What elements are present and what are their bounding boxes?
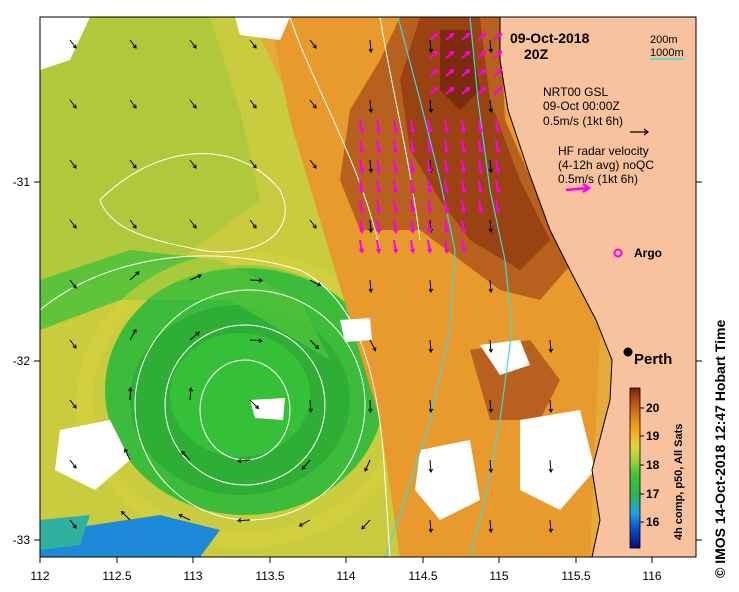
depth-legend-1000m: 1000m [650,47,684,59]
gsl-scale: 0.5m/s (1kt 6h) [543,114,623,128]
x-tick-label: 114.5 [408,569,437,583]
colorbar [629,387,641,549]
y-tick-label: -31 [13,175,31,189]
time-title: 20Z [524,46,549,62]
x-tick-label: 116 [642,569,661,583]
hf-subtitle: (4-12h avg) noQC [558,158,654,172]
x-tick-label: 113.5 [255,569,284,583]
gsl-title: NRT00 GSL [543,85,608,99]
x-tick-label: 115.5 [561,569,590,583]
credit-text: © IMOS 14-Oct-2018 12:47 Hobart Time [712,319,728,578]
sst-field [40,17,696,557]
depth-legend-200m: 200m [650,34,678,46]
hf-scale: 0.5m/s (1kt 6h) [558,172,638,186]
perth-label: Perth [634,351,672,368]
gsl-time: 09-Oct 00:00Z [543,99,620,113]
argo-label: Argo [634,246,662,260]
x-axis: 112 112.5 113 113.5 114 114.5 115 115.5 … [30,557,662,583]
date-title: 09-Oct-2018 [510,30,590,46]
gsl-velocity-arrows [69,39,553,533]
y-axis: -31 -32 -33 [13,175,702,547]
argo-marker [613,248,623,258]
hf-scale-arrow [565,182,592,194]
gsl-scale-arrow [630,128,649,136]
hf-radar-arrows [358,32,503,254]
colorbar-tick-label: 18 [646,458,660,472]
colorbar-tick-label: 20 [646,401,660,415]
x-tick-label: 112 [30,569,49,583]
colorbar-tick-label: 19 [646,429,660,443]
x-tick-label: 112.5 [102,569,131,583]
colorbar-label: 4h comp, p50, All Sats [673,424,685,540]
colorbar-tick-label: 16 [646,515,660,529]
perth-marker [623,347,633,357]
x-tick-label: 115 [489,569,508,583]
y-tick-label: -32 [13,354,31,368]
colorbar-ticks: 20 19 18 17 16 [640,401,660,529]
y-tick-label: -33 [13,533,31,547]
hf-title: HF radar velocity [558,144,649,158]
colorbar-tick-label: 17 [646,487,660,501]
plot-frame [39,16,697,558]
x-tick-label: 114 [336,569,355,583]
x-tick-label: 113 [183,569,202,583]
